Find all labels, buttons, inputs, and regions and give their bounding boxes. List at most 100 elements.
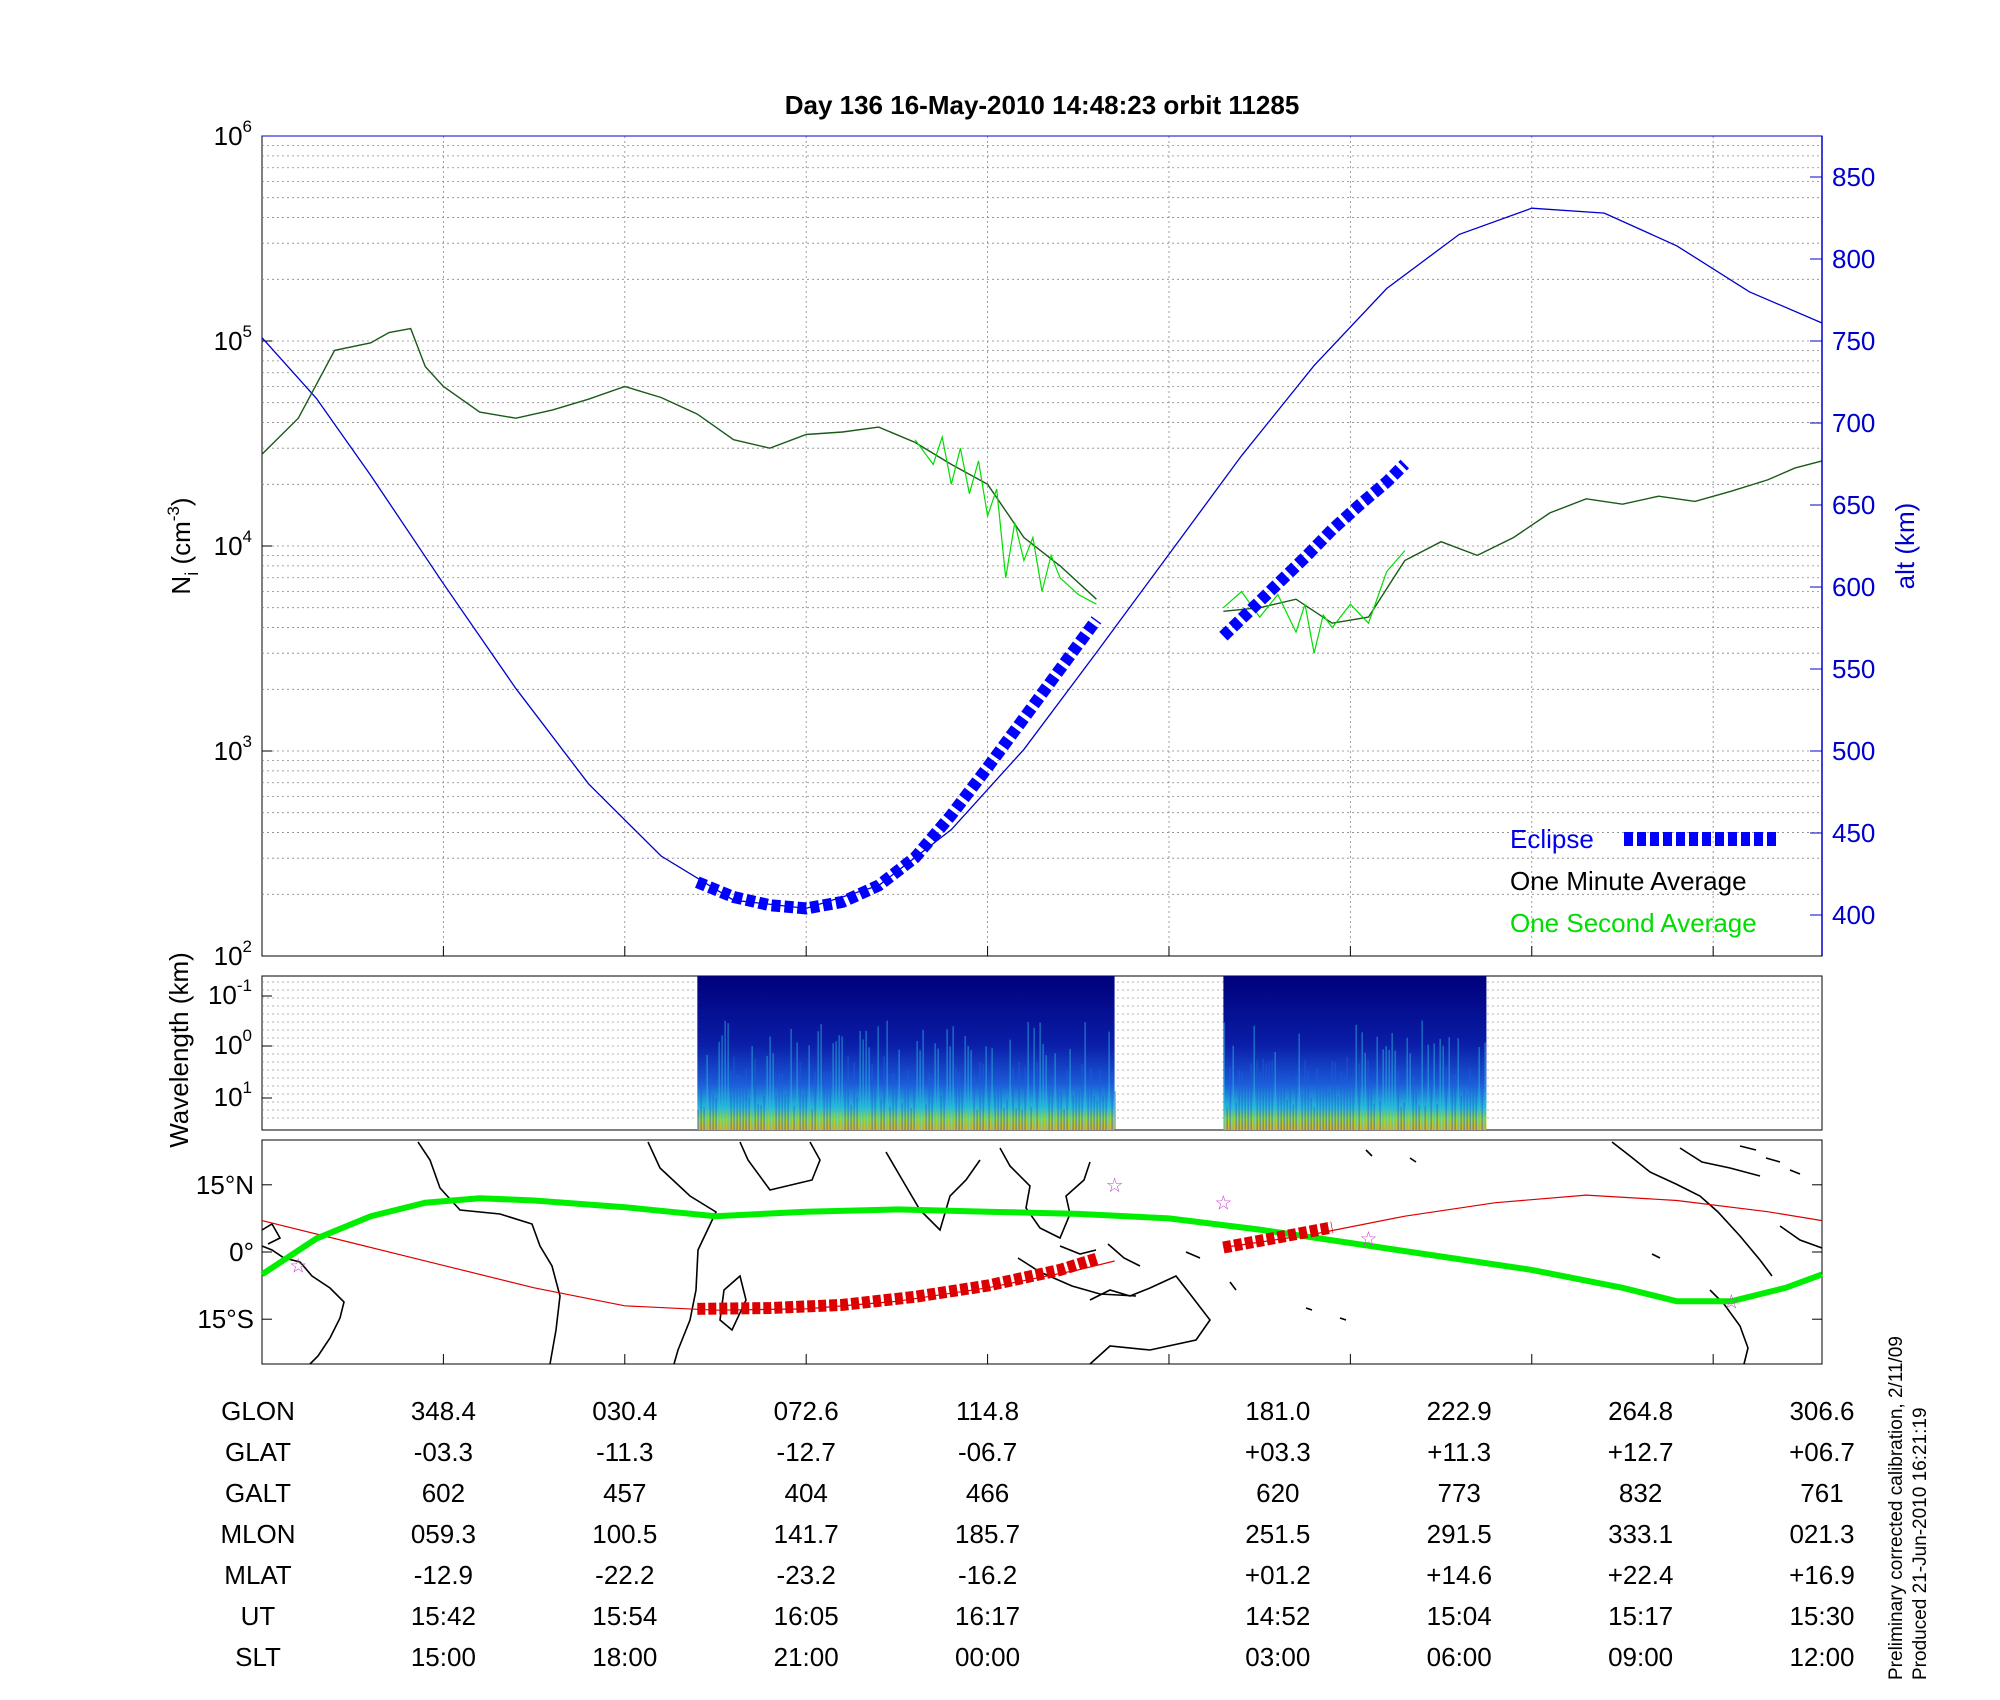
ephemeris-cell: 264.8 <box>1608 1396 1673 1426</box>
spectrogram-tick-base: 10 <box>214 1082 243 1112</box>
ephemeris-cell: 021.3 <box>1789 1519 1854 1549</box>
spectrogram-streak <box>781 1073 783 1130</box>
spectrogram-streak <box>1262 1058 1264 1130</box>
spectrogram-streak <box>1352 1076 1354 1130</box>
spectrogram-streak <box>1367 1060 1369 1130</box>
spectrogram-streak <box>1232 1045 1234 1130</box>
alt-tick-label: 750 <box>1832 326 1875 356</box>
ephemeris-cell: 291.5 <box>1427 1519 1492 1549</box>
ephemeris-cell: -03.3 <box>414 1437 473 1467</box>
ephemeris-cell: 15:54 <box>592 1601 657 1631</box>
ephemeris-cell: 185.7 <box>955 1519 1020 1549</box>
spectrogram-streak <box>1268 1060 1270 1130</box>
map-tracks: ☆ ☆ ☆ ☆ ☆ <box>260 1175 1824 1315</box>
star-marker: ☆ <box>1360 1229 1378 1251</box>
y-tick-label: 103 <box>214 732 252 766</box>
spectrogram-streak <box>1030 1107 1032 1130</box>
spectrogram-streak <box>1241 1071 1243 1130</box>
spectrogram-streak <box>1478 1047 1480 1130</box>
spectrogram-streak <box>1247 1079 1249 1130</box>
spectrogram-streak <box>886 1020 888 1130</box>
y-tick-base: 10 <box>214 326 243 356</box>
spectrogram-streak <box>742 1077 744 1130</box>
spectrogram-streak <box>904 1084 906 1130</box>
spectrogram-streak <box>1442 1045 1444 1130</box>
spectrogram-streak <box>1358 1063 1360 1130</box>
spectrogram-streak <box>775 1094 777 1130</box>
ephemeris-row-label: GALT <box>225 1478 291 1508</box>
density-y-label-main: N <box>166 576 196 595</box>
alt-tick-label: 850 <box>1832 162 1875 192</box>
spectrogram-streak <box>1403 1102 1405 1130</box>
spectrogram-streak <box>925 1104 927 1130</box>
spectrogram-streak <box>1469 1068 1471 1130</box>
ephemeris-cell: 100.5 <box>592 1519 657 1549</box>
spectrogram-streak <box>1087 1090 1089 1130</box>
spectrogram-streak <box>1027 1021 1029 1130</box>
spectrogram-streak <box>1250 1062 1252 1130</box>
spectrogram-streak <box>1003 1107 1005 1130</box>
spectrogram-streak <box>727 1023 729 1130</box>
spectrogram-streak <box>892 1073 894 1130</box>
ephemeris-table: GLON 348.4 030.4 072.6 114.8 181.0 222.9 264.8 3… <box>220 1396 1854 1672</box>
altitude-y-label: alt (km) <box>1890 503 1920 590</box>
spectrogram-streak <box>934 1043 936 1130</box>
ephemeris-cell: 761 <box>1800 1478 1843 1508</box>
map-frame <box>261 1139 1823 1365</box>
spectrogram-streak <box>841 1036 843 1130</box>
spectrogram-streak <box>901 1103 903 1130</box>
y-tick-exp: 2 <box>243 937 252 956</box>
spectrogram-streak <box>871 1064 873 1130</box>
ephemeris-cell: +16.9 <box>1789 1560 1855 1590</box>
coastline-pacific-islands <box>1185 1149 1417 1321</box>
spectrogram-streak <box>712 1094 714 1130</box>
spectrogram-streak <box>931 1077 933 1130</box>
map-y-axis: 15°N 0° 15°S <box>196 1170 1822 1364</box>
spectrogram-streak <box>976 1109 978 1130</box>
spectrogram-streak <box>1235 1102 1237 1130</box>
spectrogram-streak <box>1373 1103 1375 1130</box>
density-y-label: Ni (cm-3) <box>164 497 202 594</box>
spectrogram-streak <box>955 1067 957 1130</box>
spectrogram-streak <box>757 1104 759 1130</box>
spectrogram-streak <box>1259 1071 1261 1130</box>
spectrogram-tick-base: 10 <box>214 1030 243 1060</box>
spectrogram-streak <box>1277 1082 1279 1130</box>
spectrogram-streak <box>961 1085 963 1130</box>
legend-one-second-label: One Second Average <box>1510 908 1757 938</box>
spectrogram-streak <box>874 1089 876 1130</box>
spectrogram-streak <box>1078 1090 1080 1130</box>
spectrogram-streak <box>1298 1033 1300 1130</box>
ephemeris-cell: -22.2 <box>595 1560 654 1590</box>
spectrogram-streak <box>943 1089 945 1130</box>
spectrogram-streak <box>1226 1107 1228 1130</box>
spectrogram-streak <box>964 1036 966 1130</box>
ephemeris-cell: 457 <box>603 1478 646 1508</box>
map-y-tick-label: 0° <box>229 1237 254 1267</box>
alt-tick-label: 800 <box>1832 244 1875 274</box>
spectrogram-streak <box>1418 1105 1420 1130</box>
spectrogram-streak <box>1379 1101 1381 1130</box>
star-marker: ☆ <box>1214 1193 1232 1215</box>
ephemeris-cell: +22.4 <box>1608 1560 1674 1590</box>
alt-tick-label: 550 <box>1832 654 1875 684</box>
ephemeris-cell: +06.7 <box>1789 1437 1855 1467</box>
spectrogram-streak <box>718 1041 720 1130</box>
magnetic-equator-line <box>260 1195 1824 1305</box>
spectrogram-streak <box>898 1049 900 1130</box>
spectrogram-streak <box>979 1062 981 1130</box>
spectrogram-streak <box>697 1109 699 1130</box>
spectrogram-streak <box>946 1029 948 1130</box>
spectrogram-streak <box>817 1031 819 1130</box>
spectrogram-streak <box>1436 1104 1438 1130</box>
spectrogram-streak <box>1460 1095 1462 1130</box>
density-y-label-exp: -3 <box>164 506 183 521</box>
ephemeris-cell: +03.3 <box>1245 1437 1311 1467</box>
map-y-tick-label: 15°N <box>196 1170 254 1200</box>
one-second-average-line <box>1222 550 1406 654</box>
spectrogram-streak <box>1424 1106 1426 1130</box>
spectrogram-streak <box>778 1073 780 1130</box>
legend-one-minute-label: One Minute Average <box>1510 866 1747 896</box>
legend-eclipse-label: Eclipse <box>1510 824 1594 854</box>
